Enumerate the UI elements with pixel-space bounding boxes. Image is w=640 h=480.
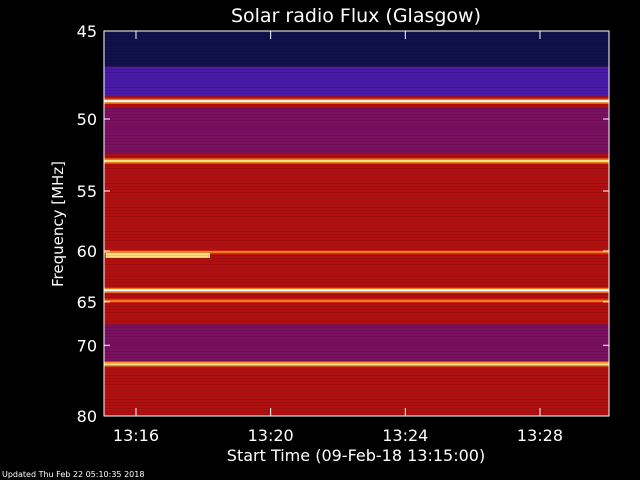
plot-area bbox=[103, 30, 610, 417]
x-tick-label: 13:20 bbox=[248, 426, 294, 445]
updated-timestamp: Updated Thu Feb 22 05:10:35 2018 bbox=[2, 470, 145, 479]
y-axis: 45 50 55 60 65 70 80 bbox=[77, 22, 609, 426]
y-tick-label: 80 bbox=[77, 407, 97, 426]
y-tick-label: 50 bbox=[77, 110, 97, 129]
x-tick-label: 13:28 bbox=[517, 426, 563, 445]
y-tick-label: 45 bbox=[77, 22, 97, 41]
y-axis-label: Frequency [MHz] bbox=[49, 161, 67, 287]
texture-overlay bbox=[104, 31, 609, 416]
x-tick-label: 13:16 bbox=[113, 426, 159, 445]
y-tick-label: 60 bbox=[77, 242, 97, 261]
chart-title: Solar radio Flux (Glasgow) bbox=[231, 5, 481, 27]
y-tick-label: 70 bbox=[77, 336, 97, 355]
x-tick-label: 13:24 bbox=[382, 426, 428, 445]
plot-frame bbox=[103, 30, 610, 417]
y-tick-label: 65 bbox=[77, 293, 97, 312]
y-tick-label: 55 bbox=[77, 182, 97, 201]
x-axis-label: Start Time (09-Feb-18 13:15:00) bbox=[227, 446, 485, 465]
x-axis: 13:16 13:20 13:24 13:28 bbox=[113, 31, 563, 445]
